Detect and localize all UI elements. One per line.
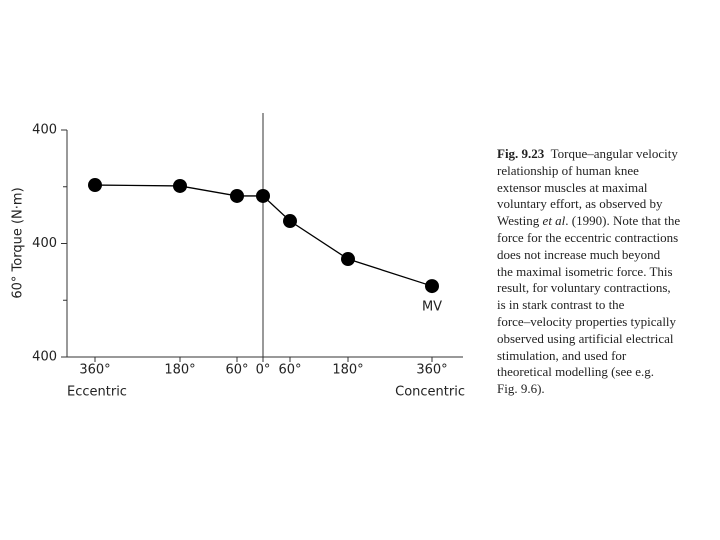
y-tick-label: 400 xyxy=(32,123,57,138)
y-tick-label: 400 xyxy=(32,350,57,365)
point xyxy=(425,279,439,294)
caption: Fig. 9.23 Torque–angular velocity relatio… xyxy=(497,146,680,398)
caption-text: et al xyxy=(542,213,566,229)
x-tick-label: 360° xyxy=(416,363,447,378)
point xyxy=(256,188,270,203)
chart: 60° Torque (N·m) Eccentric Concentric MV… xyxy=(11,113,465,400)
caption-text: the maximal isometric force. This xyxy=(497,263,673,279)
caption-line: the maximal isometric force. This xyxy=(497,264,680,281)
caption-text: voluntary effort, as observed by xyxy=(497,196,663,212)
x-tick-label: 0° xyxy=(256,363,271,378)
caption-text: is in stark contrast to the xyxy=(497,297,625,313)
caption-line: force for the eccentric contractions xyxy=(497,230,680,247)
caption-text: Fig. 9.23 xyxy=(497,146,545,161)
caption-text: force for the eccentric contractions xyxy=(497,229,679,245)
caption-line: observed using artificial electrical xyxy=(497,331,680,348)
point xyxy=(173,178,187,193)
point xyxy=(341,252,355,267)
caption-line: voluntary effort, as observed by xyxy=(497,196,680,213)
caption-line: is in stark contrast to the xyxy=(497,297,680,314)
caption-line: Fig. 9.6). xyxy=(497,381,680,398)
caption-line: does not increase much beyond xyxy=(497,247,680,264)
x-tick-label: 180° xyxy=(164,363,195,378)
y-axis-label: 60° Torque (N·m) xyxy=(11,187,26,298)
y-tick-label: 400 xyxy=(32,236,57,251)
caption-text: observed using artificial electrical xyxy=(497,330,674,346)
caption-line: force–velocity properties typically xyxy=(497,314,680,331)
caption-text: does not increase much beyond xyxy=(497,246,661,262)
x-tick-label: 60° xyxy=(278,363,301,378)
caption-text: Westing xyxy=(497,213,543,229)
caption-text: Torque–angular velocity xyxy=(544,146,678,161)
caption-line: Westing et al. (1990). Note that the xyxy=(497,213,680,230)
caption-line: stimulation, and used for xyxy=(497,348,680,365)
caption-text: result, for voluntary contractions, xyxy=(497,280,671,296)
caption-line: result, for voluntary contractions, xyxy=(497,280,680,297)
caption-line: relationship of human knee xyxy=(497,163,680,180)
annotation: Eccentric xyxy=(67,385,127,400)
point xyxy=(230,188,244,203)
annotation: MV xyxy=(422,300,442,315)
caption-text: force–velocity properties typically xyxy=(497,313,677,329)
caption-text: Fig. 9.6). xyxy=(497,381,545,397)
caption-line: theoretical modelling (see e.g. xyxy=(497,364,680,381)
caption-text: stimulation, and used for xyxy=(497,347,627,363)
x-tick-label: 360° xyxy=(79,363,110,378)
point xyxy=(88,178,102,193)
caption-text: extensor muscles at maximal xyxy=(497,179,648,195)
caption-line: Fig. 9.23 Torque–angular velocity xyxy=(497,146,680,163)
x-tick-label: 180° xyxy=(332,363,363,378)
x-tick-label: 60° xyxy=(225,363,248,378)
caption-line: extensor muscles at maximal xyxy=(497,180,680,197)
annotation: Concentric xyxy=(395,385,465,400)
caption-text: theoretical modelling (see e.g. xyxy=(497,364,655,380)
caption-text: . (1990). Note that the xyxy=(565,213,681,229)
caption-text: relationship of human knee xyxy=(497,162,639,178)
point xyxy=(283,214,297,229)
